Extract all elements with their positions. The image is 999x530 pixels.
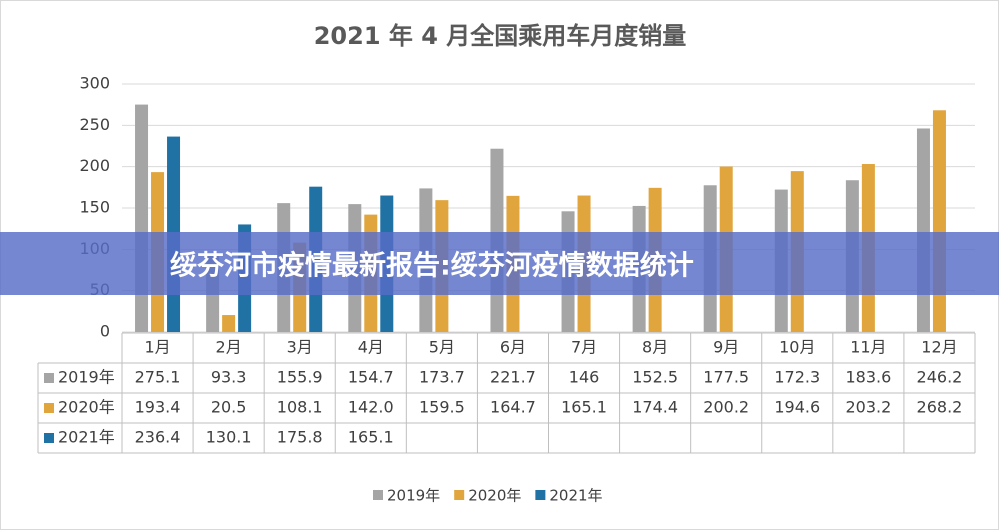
data-label: 174.4 [632, 398, 678, 417]
data-label: 164.7 [490, 398, 536, 417]
x-tick-label: 2月 [216, 338, 242, 357]
table-row-label: 2020年 [58, 398, 115, 417]
x-tick-label: 6月 [500, 338, 526, 357]
x-tick-label: 12月 [921, 338, 957, 357]
table-legend-key [44, 433, 54, 443]
data-label: 193.4 [135, 398, 181, 417]
data-label: 221.7 [490, 368, 536, 387]
legend-label: 2019年 [387, 487, 440, 505]
data-label: 173.7 [419, 368, 465, 387]
bar [135, 104, 149, 332]
data-label: 275.1 [135, 368, 181, 387]
table-row-label: 2019年 [58, 368, 115, 387]
y-tick-label: 200 [79, 156, 110, 175]
data-label: 108.1 [277, 398, 323, 417]
x-tick-label: 7月 [571, 338, 597, 357]
y-tick-label: 150 [79, 198, 110, 217]
banner-text: 绥芬河市疫情最新报告:绥芬河疫情数据统计 [170, 250, 694, 282]
x-tick-label: 11月 [850, 338, 886, 357]
data-label: 246.2 [917, 368, 963, 387]
legend-key [454, 490, 465, 500]
data-label: 159.5 [419, 398, 465, 417]
x-tick-label: 9月 [713, 338, 739, 357]
table-row-label: 2021年 [58, 428, 115, 447]
x-tick-label: 1月 [144, 338, 170, 357]
bar [222, 315, 236, 332]
data-label: 165.1 [561, 398, 607, 417]
legend-label: 2021年 [549, 487, 602, 505]
x-tick-label: 3月 [287, 338, 313, 357]
data-label: 268.2 [917, 398, 963, 417]
data-label: 154.7 [348, 368, 394, 387]
bar [916, 128, 930, 332]
chart-title: 2021 年 4 月全国乘用车月度销量 [314, 22, 687, 50]
banner [0, 232, 999, 295]
data-label: 155.9 [277, 368, 323, 387]
bar [932, 110, 946, 333]
data-label: 194.6 [774, 398, 820, 417]
legend-key [373, 490, 383, 500]
data-label: 152.5 [632, 368, 678, 387]
legend-key [535, 490, 546, 500]
data-label: 165.1 [348, 428, 394, 447]
data-label: 175.8 [277, 428, 323, 447]
x-tick-label: 5月 [429, 338, 455, 357]
data-label: 183.6 [845, 368, 891, 387]
legend-label: 2020年 [468, 487, 521, 505]
data-label: 20.5 [211, 398, 247, 417]
x-tick-label: 8月 [642, 338, 668, 357]
data-label: 200.2 [703, 398, 749, 417]
table-legend-key [44, 373, 54, 383]
data-label: 93.3 [211, 368, 247, 387]
data-label: 130.1 [206, 428, 252, 447]
x-tick-label: 4月 [358, 338, 384, 357]
data-label: 203.2 [845, 398, 891, 417]
y-tick-label: 250 [79, 115, 110, 134]
data-label: 146 [569, 368, 600, 387]
y-tick-label: 300 [79, 74, 110, 93]
table-legend-key [44, 403, 54, 413]
data-label: 142.0 [348, 398, 394, 417]
data-label: 172.3 [774, 368, 820, 387]
data-label: 177.5 [703, 368, 749, 387]
data-label: 236.4 [135, 428, 181, 447]
x-tick-label: 10月 [779, 338, 815, 357]
y-tick-label: 0 [100, 322, 110, 341]
